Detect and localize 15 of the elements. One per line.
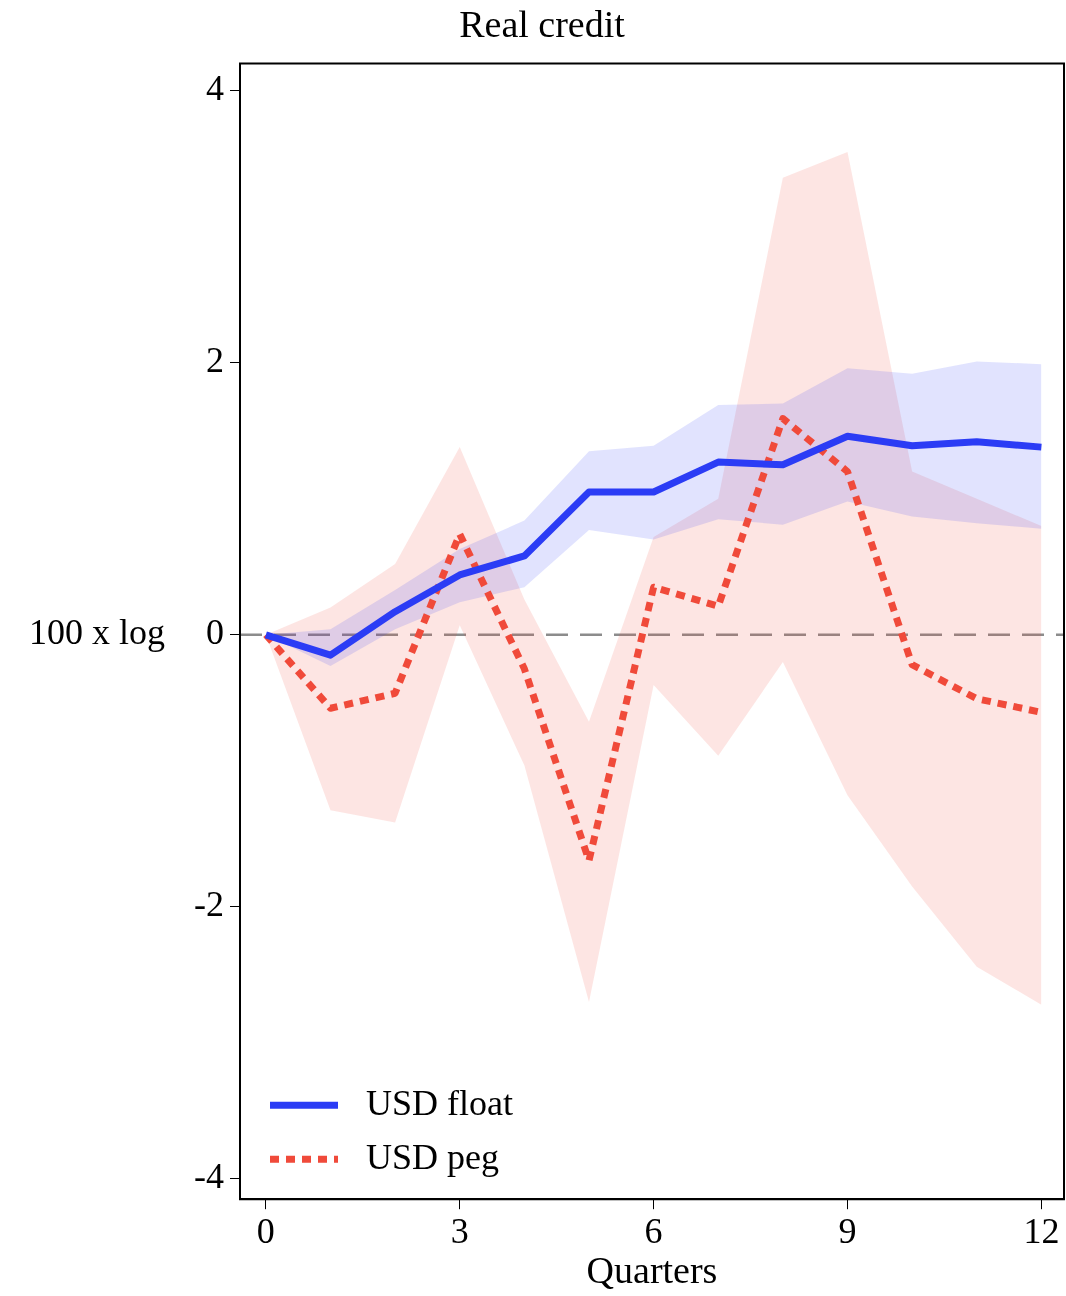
legend-label: USD float xyxy=(366,1082,513,1123)
y-tick-label: -2 xyxy=(194,884,224,925)
y-axis-title: 100 x log xyxy=(28,612,165,653)
x-axis-title: Quarters xyxy=(586,1249,718,1292)
y-tick-label: 0 xyxy=(206,612,224,653)
x-tick-label: 12 xyxy=(1023,1211,1060,1252)
legend-label: USD peg xyxy=(366,1136,499,1177)
x-tick-label: 6 xyxy=(644,1211,663,1252)
y-tick-label: -4 xyxy=(194,1156,224,1197)
chart-title: Real credit xyxy=(459,2,626,45)
y-tick-label: 2 xyxy=(206,340,224,381)
x-tick-label: 9 xyxy=(838,1211,857,1252)
x-tick-label: 3 xyxy=(450,1211,469,1252)
x-tick-label: 0 xyxy=(256,1211,275,1252)
y-tick-label: 4 xyxy=(206,68,224,109)
